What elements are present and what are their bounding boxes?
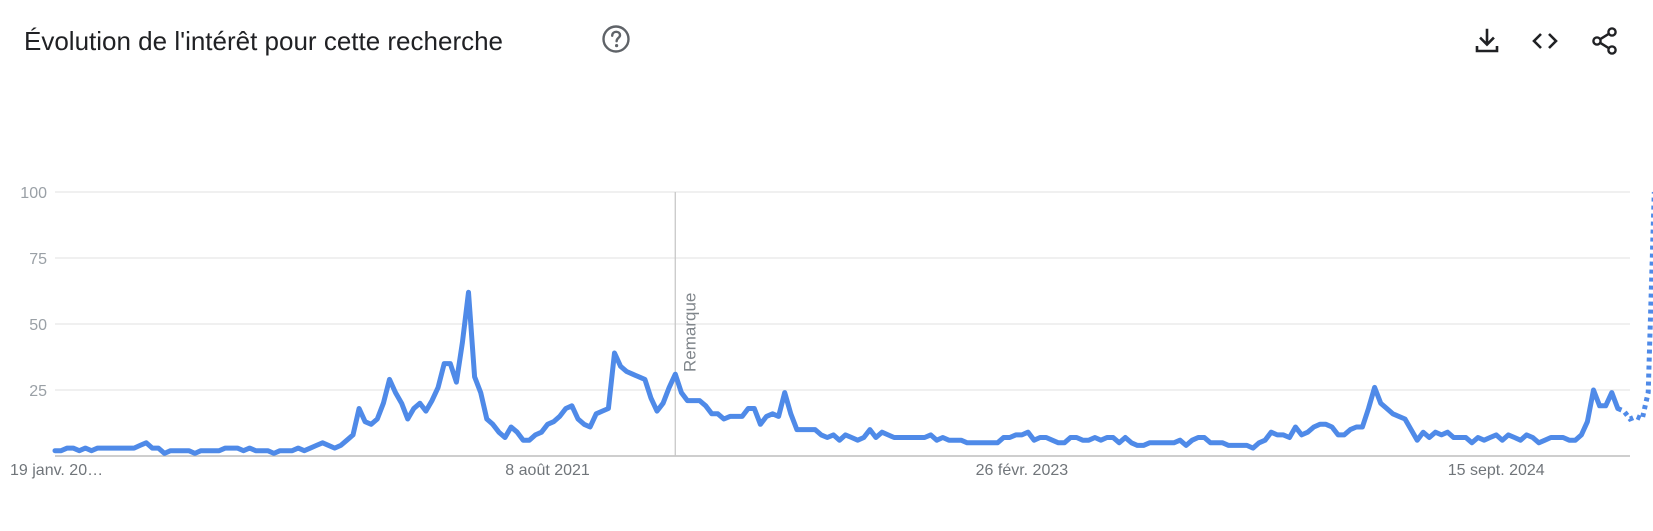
code-icon[interactable] <box>1530 26 1560 56</box>
x-tick-label: 15 sept. 2024 <box>1448 462 1545 479</box>
chart-header: Évolution de l'intérêt pour cette recher… <box>24 20 1653 70</box>
y-tick-label: 100 <box>20 185 47 202</box>
help-circle-icon[interactable] <box>600 23 632 55</box>
y-tick-label: 25 <box>29 383 47 400</box>
chart-title: Évolution de l'intérêt pour cette recher… <box>24 26 504 56</box>
label-layer: 100 75 50 25 19 janv. 20… 8 août 2021 26 févr.… <box>10 185 1545 479</box>
series-line-partial <box>1616 191 1653 423</box>
share-icon[interactable] <box>1590 26 1620 56</box>
series-line <box>52 289 1621 456</box>
x-tick-label: 26 févr. 2023 <box>976 462 1069 479</box>
line-chart: Remarque 100 75 50 25 19 janv. 20… 8 août 202… <box>10 185 1653 479</box>
y-tick-label: 50 <box>29 317 47 334</box>
y-tick-label: 75 <box>29 251 47 268</box>
annotation-label: Remarque <box>680 293 699 372</box>
annotation-layer: Remarque <box>674 192 699 456</box>
download-icon[interactable] <box>1472 26 1502 56</box>
series-layer <box>52 191 1653 456</box>
x-tick-label: 19 janv. 20… <box>10 462 103 479</box>
x-tick-label: 8 août 2021 <box>505 462 590 479</box>
grid-layer <box>55 191 1630 457</box>
